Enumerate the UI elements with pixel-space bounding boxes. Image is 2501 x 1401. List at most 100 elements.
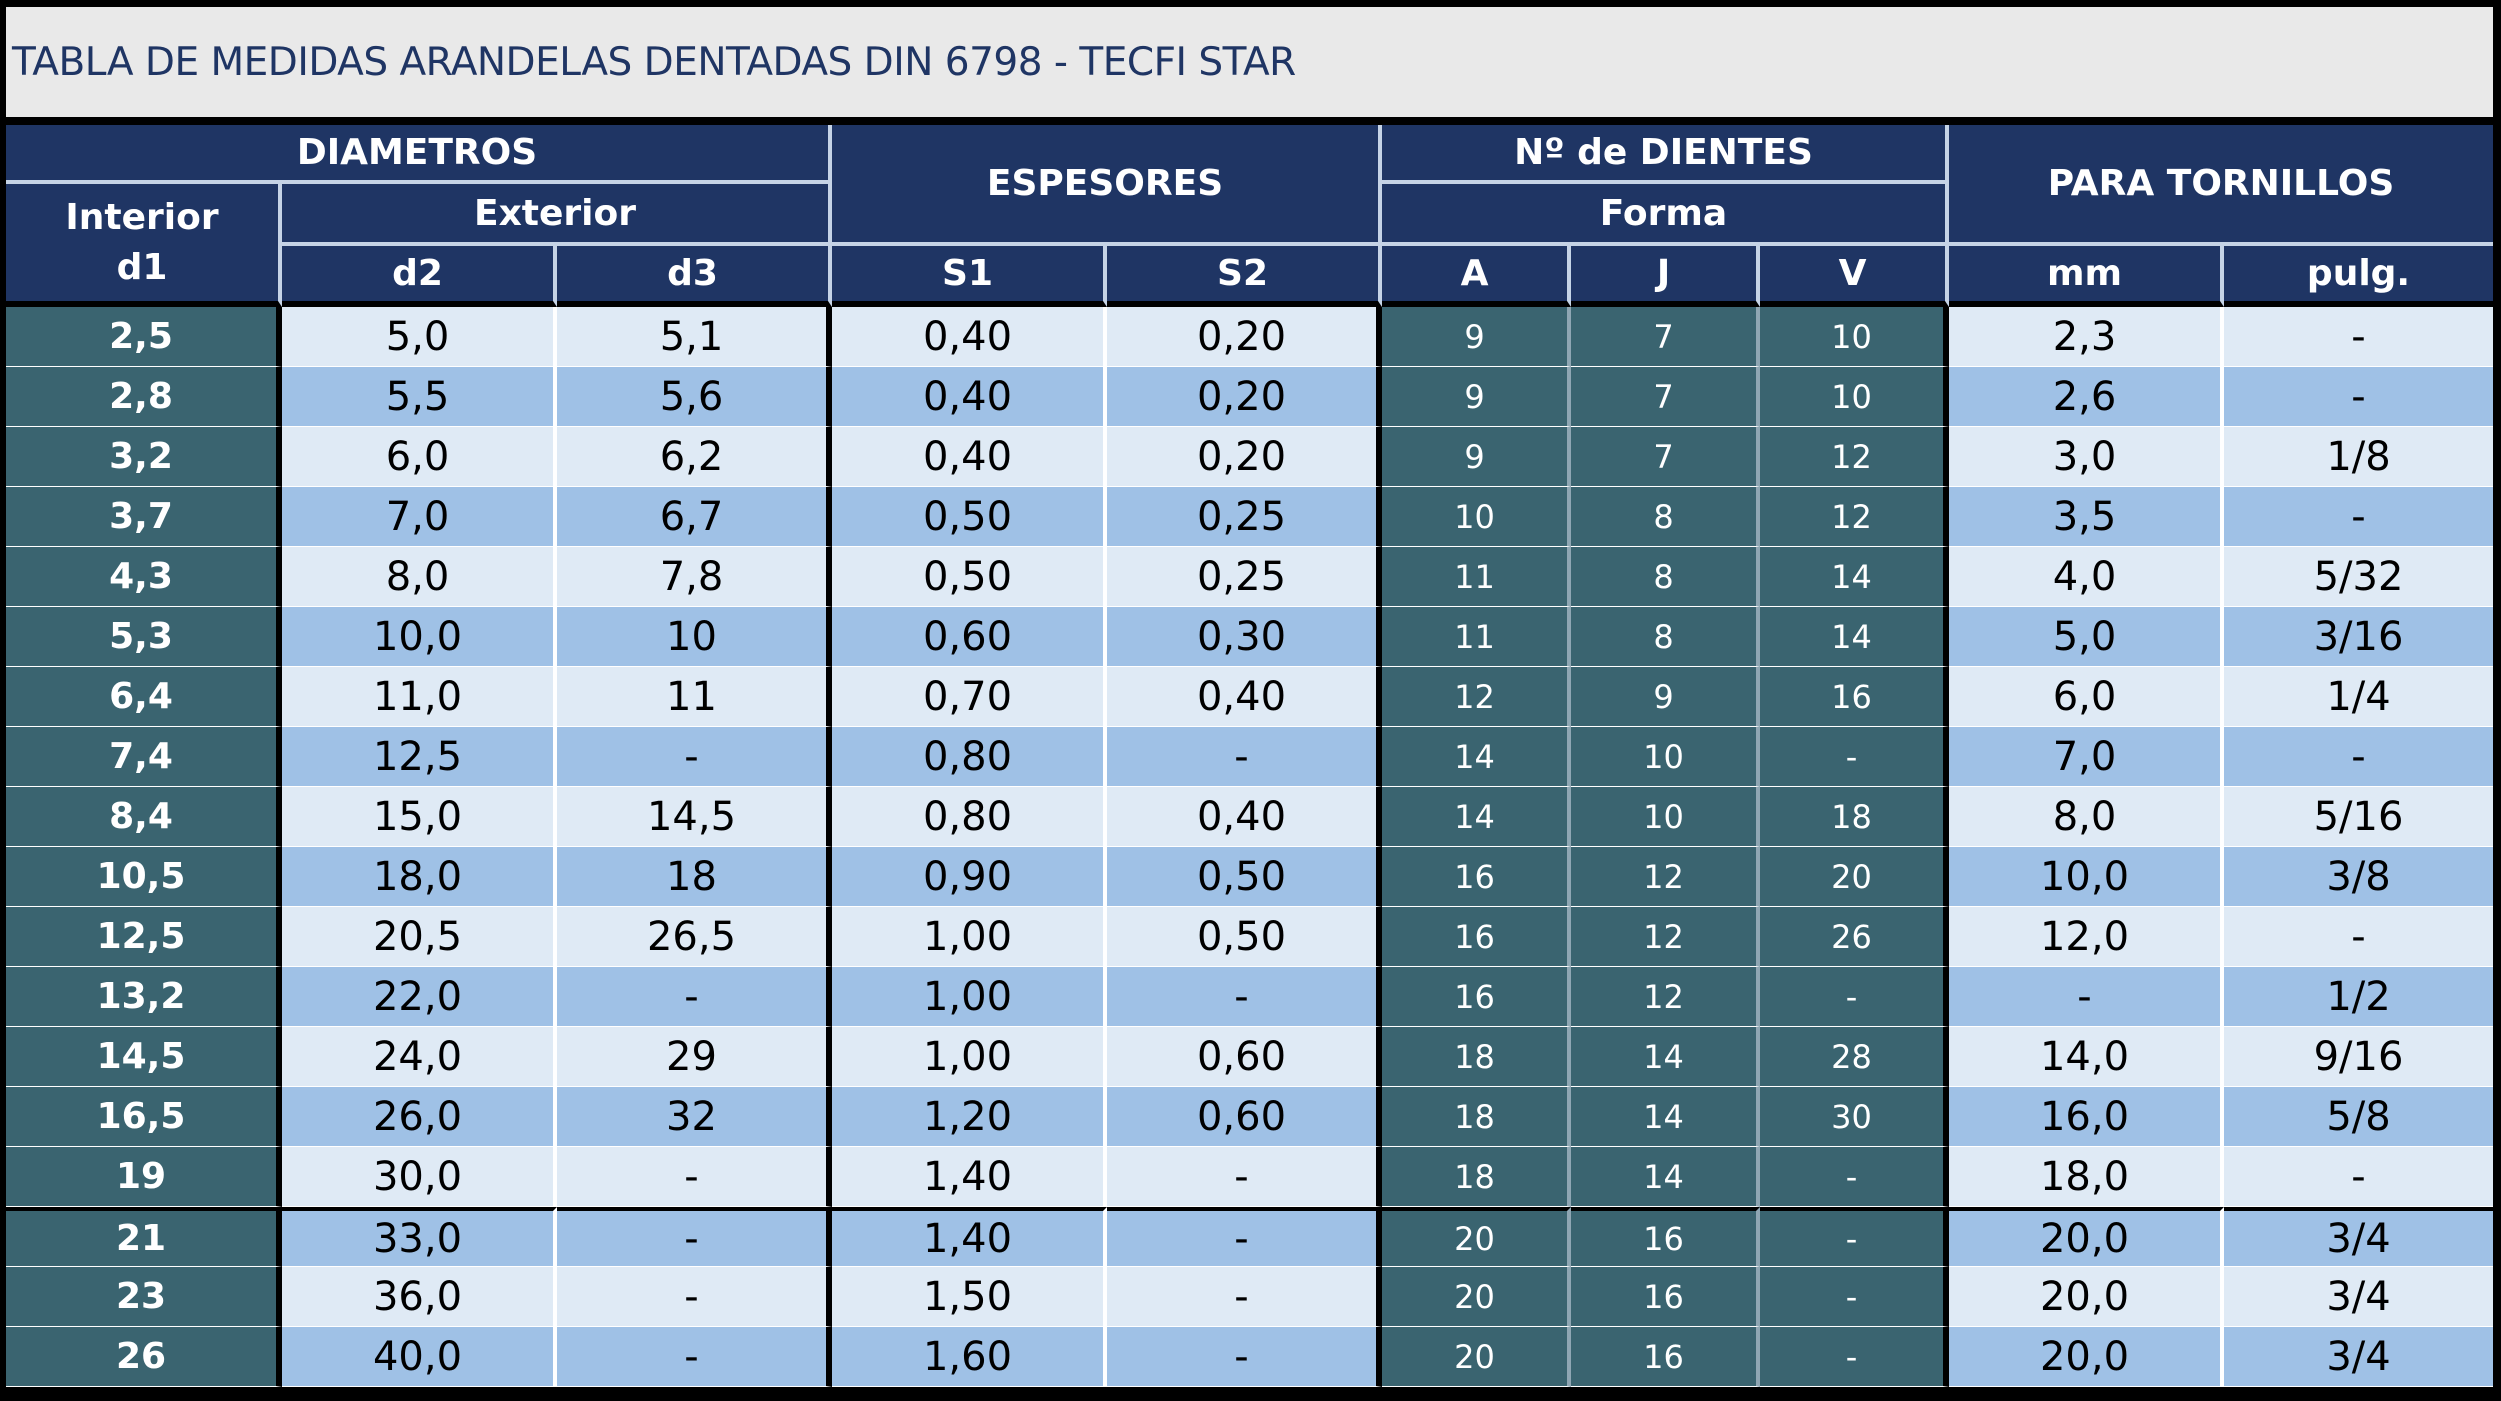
cell-d3: - [557,727,833,787]
cell-s2: 0,50 [1107,847,1383,907]
cell-d1: 14,5 [6,1027,282,1087]
cell-pulg: 3/16 [2224,607,2494,667]
cell-v: 12 [1760,427,1950,487]
cell-a: 18 [1382,1027,1572,1087]
cell-d2: 11,0 [282,667,557,727]
table-row: 23 36,0-1,50-20 16-20,0 3/4 [6,1267,2494,1327]
cell-d2: 33,0 [282,1207,557,1267]
cell-pulg: 3/4 [2224,1327,2494,1387]
title-bar: TABLA DE MEDIDAS ARANDELAS DENTADAS DIN … [6,7,2493,117]
cell-a: 16 [1382,847,1572,907]
cell-d3: - [557,1207,833,1267]
cell-a: 10 [1382,487,1572,547]
cell-pulg: 3/4 [2224,1267,2494,1327]
cell-s2: 0,20 [1107,427,1383,487]
cell-pulg: 5/8 [2224,1087,2494,1147]
cell-v: - [1760,727,1950,787]
cell-a: 20 [1382,1267,1572,1327]
cell-d2: 24,0 [282,1027,557,1087]
cell-mm: 3,0 [1949,427,2225,487]
cell-j: 16 [1571,1267,1761,1327]
page-title: TABLA DE MEDIDAS ARANDELAS DENTADAS DIN … [12,39,1296,85]
header-exterior: Exterior [282,184,833,246]
cell-d3: 6,2 [557,427,833,487]
cell-j: 12 [1571,967,1761,1027]
table-row: 2,5 5,0 5,1 0,40 0,20 9 7 10 2,3- [6,307,2494,367]
cell-s1: 0,80 [832,727,1108,787]
cell-s2: 0,20 [1107,307,1383,367]
cell-pulg: 1/4 [2224,667,2494,727]
table-row: 4,3 8,0 7,8 0,50 0,25 11 8 14 4,0 5/32 [6,547,2494,607]
cell-a: 20 [1382,1207,1572,1267]
cell-d2: 5,0 [282,307,557,367]
cell-v: - [1760,1327,1950,1387]
cell-v: 12 [1760,487,1950,547]
cell-d3: 7,8 [557,547,833,607]
cell-d1: 5,3 [6,607,282,667]
cell-pulg: 3/4 [2224,1207,2494,1267]
cell-d3: - [557,1267,833,1327]
cell-mm: 6,0 [1949,667,2225,727]
header-v: V [1760,246,1950,307]
header-forma: Forma [1382,184,1950,246]
cell-v: - [1760,1147,1950,1207]
cell-pulg: 1/8 [2224,427,2494,487]
table-row: 13,2 22,0-1,00-16 12- -1/2 [6,967,2494,1027]
cell-d2: 5,5 [282,367,557,427]
cell-d3: 10 [557,607,833,667]
cell-d1: 21 [6,1207,282,1267]
cell-a: 9 [1382,307,1572,367]
cell-j: 10 [1571,787,1761,847]
cell-pulg: 1/2 [2224,967,2494,1027]
cell-d2: 22,0 [282,967,557,1027]
cell-pulg: - [2224,1147,2494,1207]
cell-v: - [1760,1207,1950,1267]
cell-s2: 0,40 [1107,787,1383,847]
cell-j: 12 [1571,847,1761,907]
cell-pulg: 5/16 [2224,787,2494,847]
cell-v: 10 [1760,307,1950,367]
cell-mm: 4,0 [1949,547,2225,607]
cell-d1: 16,5 [6,1087,282,1147]
header-pulg: pulg. [2224,246,2494,307]
cell-v: 20 [1760,847,1950,907]
cell-d1: 12,5 [6,907,282,967]
cell-d2: 6,0 [282,427,557,487]
cell-s2: - [1107,1267,1383,1327]
table-header: DIAMETROS ESPESORES Nº de DIENTES PARA T… [6,125,2494,307]
cell-a: 18 [1382,1147,1572,1207]
cell-mm: 20,0 [1949,1207,2225,1267]
cell-s2: - [1107,1327,1383,1387]
cell-mm: 2,3 [1949,307,2225,367]
cell-j: 8 [1571,607,1761,667]
cell-d1: 4,3 [6,547,282,607]
cell-s1: 1,00 [832,967,1108,1027]
cell-s2: 0,60 [1107,1027,1383,1087]
cell-s2: 0,60 [1107,1087,1383,1147]
cell-a: 12 [1382,667,1572,727]
cell-s1: 1,20 [832,1087,1108,1147]
cell-d1: 19 [6,1147,282,1207]
cell-j: 10 [1571,727,1761,787]
cell-mm: 20,0 [1949,1327,2225,1387]
cell-s1: 0,80 [832,787,1108,847]
header-d2: d2 [282,246,557,307]
cell-s1: 1,00 [832,1027,1108,1087]
cell-a: 14 [1382,727,1572,787]
cell-s2: - [1107,967,1383,1027]
cell-s1: 0,40 [832,307,1108,367]
cell-mm: 12,0 [1949,907,2225,967]
cell-mm: 20,0 [1949,1267,2225,1327]
table-row: 3,7 7,0 6,7 0,50 0,25 10 8 12 3,5- [6,487,2494,547]
cell-mm: - [1949,967,2225,1027]
cell-s1: 0,70 [832,667,1108,727]
cell-d2: 20,5 [282,907,557,967]
cell-s2: - [1107,727,1383,787]
cell-mm: 3,5 [1949,487,2225,547]
cell-j: 7 [1571,427,1761,487]
cell-a: 18 [1382,1087,1572,1147]
cell-d3: 32 [557,1087,833,1147]
cell-mm: 16,0 [1949,1087,2225,1147]
table-row: 7,4 12,5-0,80-14 10-7,0- [6,727,2494,787]
